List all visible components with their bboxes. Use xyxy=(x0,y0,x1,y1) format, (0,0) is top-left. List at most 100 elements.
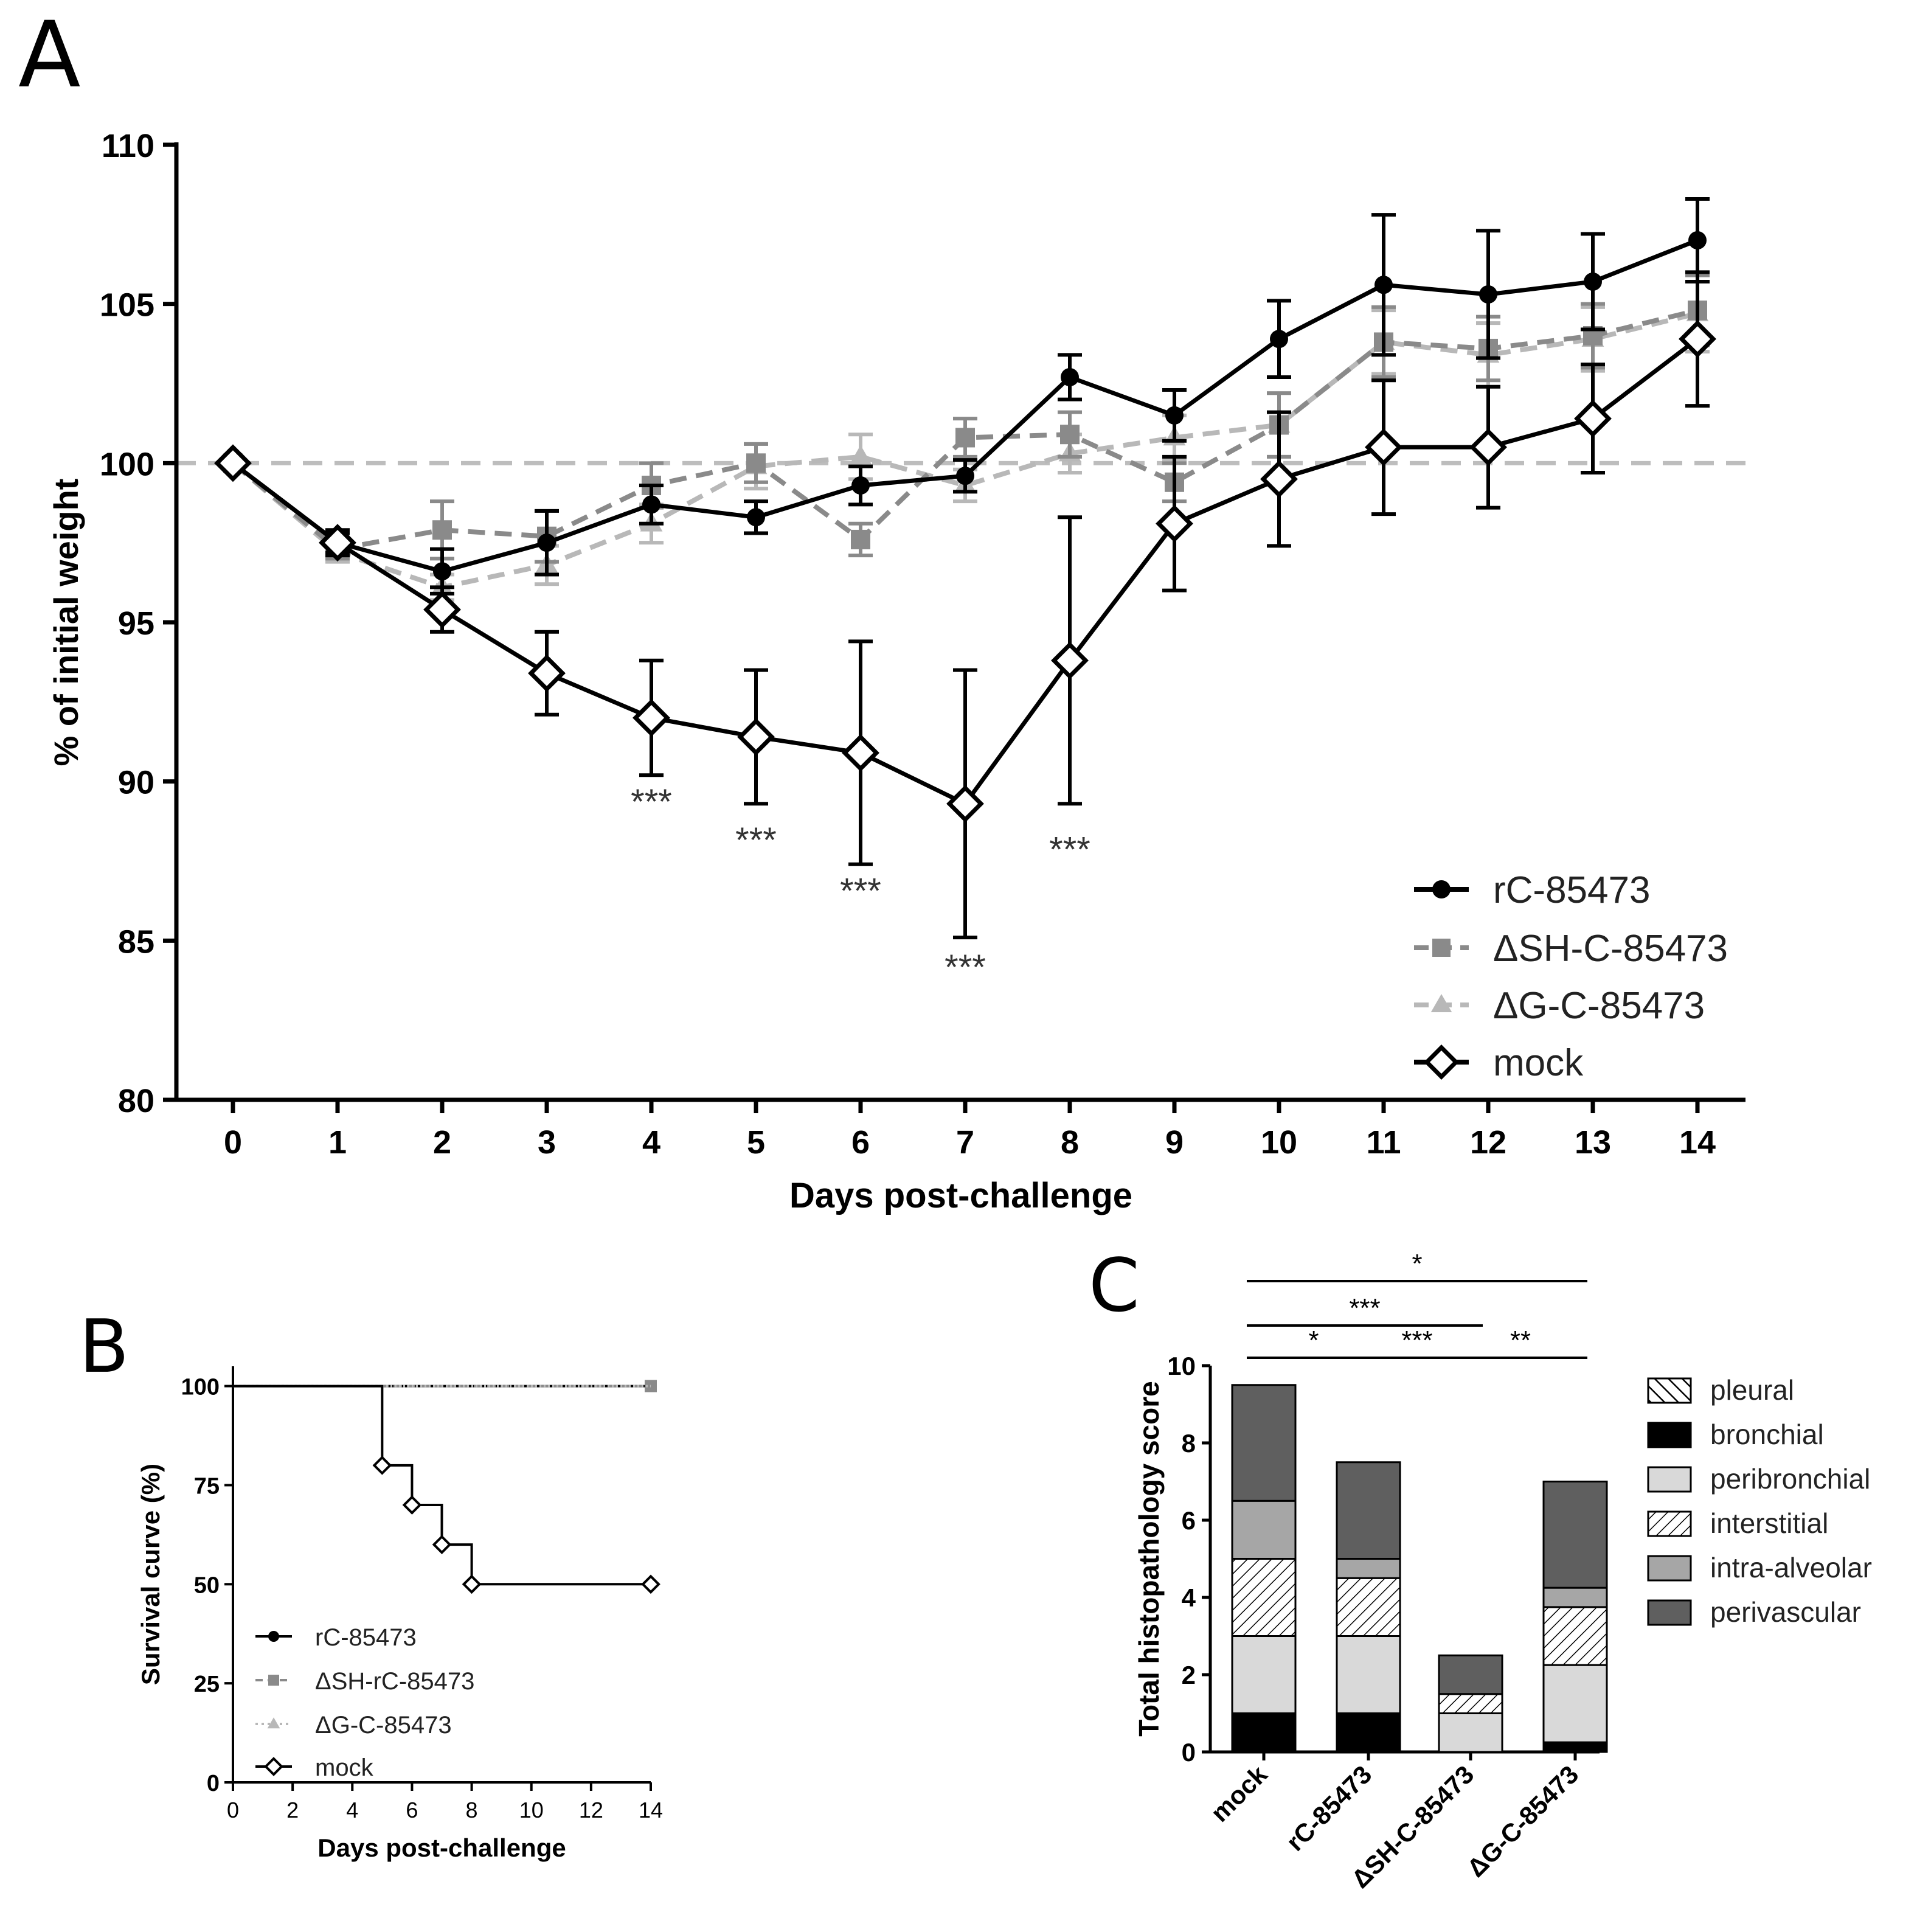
data-point xyxy=(851,476,870,495)
x-tick-label: 10 xyxy=(519,1798,544,1823)
legend-label: peribronchial xyxy=(1710,1463,1870,1495)
bar-segment-intra-alveolar xyxy=(1542,1586,1608,1608)
y-tick-label: 110 xyxy=(102,128,154,164)
bar-segment-intra-alveolar xyxy=(1336,1558,1401,1579)
bar-segment-peribronchial xyxy=(1231,1635,1297,1714)
bar-segment-interstitial xyxy=(1542,1606,1608,1666)
x-tick-label: 6 xyxy=(406,1798,418,1823)
legend-label: rC-85473 xyxy=(315,1624,417,1651)
data-point xyxy=(747,508,765,527)
legend-label: bronchial xyxy=(1710,1419,1824,1450)
data-point xyxy=(851,529,870,549)
y-tick-label: 100 xyxy=(181,1375,220,1400)
y-tick-label: 4 xyxy=(1182,1583,1196,1612)
data-point xyxy=(528,654,566,692)
y-tick-label: 105 xyxy=(100,287,154,324)
x-tick-label: 4 xyxy=(642,1124,660,1161)
significance-marker: *** xyxy=(1049,830,1090,870)
survival-chart-y-label: Survival curve (%) xyxy=(136,1464,165,1685)
bar-segment-peribronchial xyxy=(1438,1712,1503,1753)
x-tick-label: 2 xyxy=(286,1798,299,1823)
x-tick-label: 12 xyxy=(1470,1124,1506,1161)
legend-marker xyxy=(1432,880,1451,898)
bar-segment-interstitial xyxy=(1438,1693,1503,1714)
legend-label: interstitial xyxy=(1710,1507,1828,1539)
data-point xyxy=(1165,406,1184,425)
survival-chart-axes: 0 25 50 75 100 0 2 4 6 8 10 12 14 xyxy=(181,1366,663,1823)
data-point xyxy=(1374,276,1393,294)
data-point xyxy=(432,1535,452,1554)
x-tick-label: 12 xyxy=(579,1798,603,1823)
x-tick-label: 7 xyxy=(956,1124,974,1161)
data-point xyxy=(319,524,356,562)
legend-marker xyxy=(268,1675,279,1686)
y-tick-label: 80 xyxy=(118,1083,154,1119)
bar-segment-interstitial xyxy=(1231,1558,1297,1637)
series-line xyxy=(233,1385,651,1586)
bar-segment-bronchial xyxy=(1231,1712,1297,1753)
legend-label: ΔG-C-85473 xyxy=(1493,985,1705,1027)
x-tick-label: 3 xyxy=(538,1124,556,1161)
data-point xyxy=(402,1495,422,1515)
x-tick-label: 14 xyxy=(639,1798,663,1823)
data-point xyxy=(1270,330,1288,349)
legend-marker xyxy=(1424,1044,1459,1080)
survival-chart: 0 25 50 75 100 0 2 4 6 8 10 12 14 Survival curve (%)… xyxy=(136,1366,663,1862)
series-line xyxy=(231,238,1699,574)
legend-swatch xyxy=(1647,1422,1692,1448)
y-tick-label: 6 xyxy=(1182,1506,1196,1535)
x-tick-label: 14 xyxy=(1679,1124,1716,1161)
data-point xyxy=(423,591,461,629)
x-tick-label: mock xyxy=(1205,1760,1273,1827)
weight-chart-x-label: Days post-challenge xyxy=(789,1176,1132,1215)
significance-marker: * xyxy=(1308,1326,1319,1355)
data-point xyxy=(432,520,452,540)
significance-marker: *** xyxy=(1349,1293,1380,1323)
data-point xyxy=(1688,231,1707,249)
legend-label: mock xyxy=(1493,1042,1584,1084)
data-point xyxy=(372,1456,392,1475)
x-tick-label: 1 xyxy=(328,1124,347,1161)
weight-chart-y-label: % of initial weight xyxy=(47,479,85,766)
data-point xyxy=(1260,460,1298,498)
bar-segment-peribronchial xyxy=(1336,1635,1401,1714)
data-point xyxy=(642,495,660,514)
x-tick-label: 9 xyxy=(1165,1124,1184,1161)
legend-label: perivascular xyxy=(1710,1596,1861,1628)
legend-label: ΔSH-C-85473 xyxy=(1493,928,1728,970)
legend-swatch xyxy=(1647,1466,1692,1493)
data-point xyxy=(538,533,556,552)
data-point xyxy=(1061,368,1079,387)
data-point xyxy=(214,444,252,482)
data-point xyxy=(1365,428,1402,467)
legend-label: mock xyxy=(315,1754,374,1781)
y-tick-label: 75 xyxy=(194,1473,220,1499)
x-tick-label: 4 xyxy=(346,1798,358,1823)
x-tick-label: 10 xyxy=(1261,1124,1297,1161)
y-tick-label: 85 xyxy=(118,923,154,960)
x-tick-label: 8 xyxy=(466,1798,478,1823)
legend-label: intra-alveolar xyxy=(1710,1552,1872,1583)
survival-chart-legend: rC-85473 ΔSH-rC-85473 ΔG-C-85473 mock xyxy=(255,1624,474,1781)
legend-swatch xyxy=(1647,1599,1692,1626)
data-point xyxy=(1584,273,1602,291)
legend-label: pleural xyxy=(1710,1374,1794,1406)
y-tick-label: 95 xyxy=(118,605,154,642)
series-mock xyxy=(233,1385,660,1594)
legend-swatch xyxy=(1647,1377,1692,1404)
legend-label: ΔG-C-85473 xyxy=(315,1712,452,1739)
x-tick-label: 0 xyxy=(224,1124,242,1161)
bar-segment-intra-alveolar xyxy=(1231,1499,1297,1560)
y-tick-label: 25 xyxy=(194,1672,220,1697)
weight-chart-legend: rC-85473 ΔSH-C-85473 ΔG-C-85473 mock xyxy=(1414,869,1728,1084)
histopathology-chart-y-label: Total histopathology score xyxy=(1133,1381,1165,1736)
data-point xyxy=(1051,641,1089,679)
x-tick-label: 8 xyxy=(1061,1124,1079,1161)
x-tick-label: 5 xyxy=(747,1124,765,1161)
data-point xyxy=(842,734,879,772)
data-point xyxy=(849,445,872,465)
